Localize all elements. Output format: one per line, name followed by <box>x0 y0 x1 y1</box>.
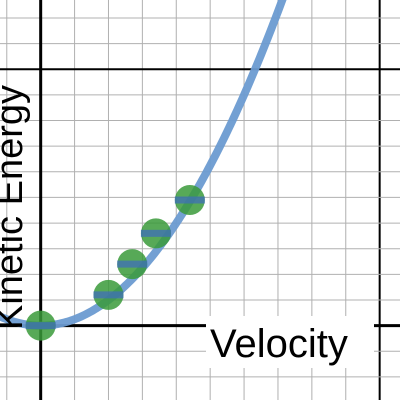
data-point <box>140 218 171 249</box>
points-layer <box>25 185 205 341</box>
data-point-accent <box>93 291 124 299</box>
data-point <box>117 249 148 280</box>
fitted-curve <box>0 0 287 330</box>
y-axis-label: Kinetic Energy <box>0 85 31 330</box>
x-axis-label-background <box>206 316 374 368</box>
data-point-accent <box>174 196 205 204</box>
x-axis-label: Velocity <box>210 322 348 366</box>
data-point-accent <box>25 322 56 330</box>
data-point-accent <box>117 260 148 268</box>
data-point <box>25 310 56 341</box>
data-point-accent <box>140 229 171 237</box>
data-point <box>93 279 124 310</box>
curve-layer <box>0 0 287 330</box>
data-point <box>174 185 205 215</box>
